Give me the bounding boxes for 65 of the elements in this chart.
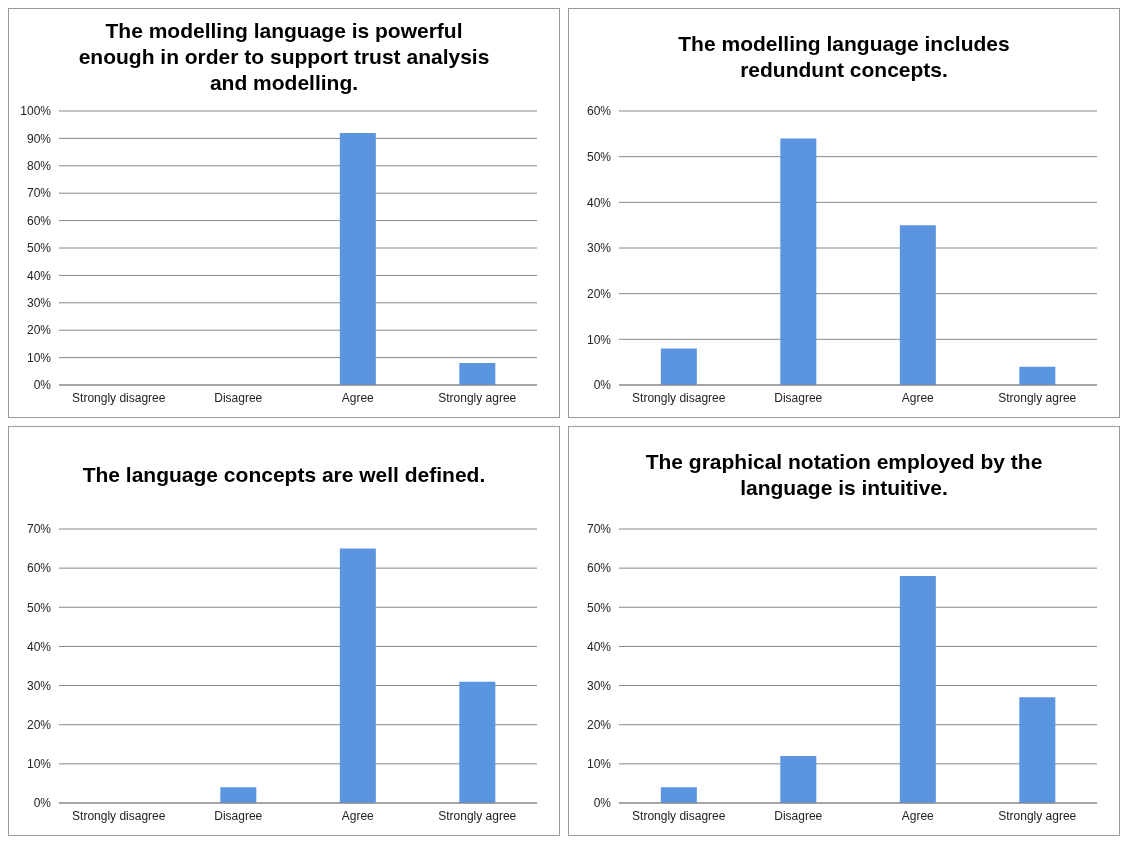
x-tick-label: Agree [341,808,375,823]
x-tick-label: Strongly agree [438,390,517,405]
x-tick-label: Agree [901,390,935,405]
x-tick-label: Strongly agree [438,808,517,823]
x-tick-label: Disagree [214,390,263,405]
bar [459,681,496,803]
bar [780,756,817,803]
y-tick-label: 0% [33,378,52,393]
bar [660,348,697,385]
bar [780,138,817,385]
bar [1019,366,1056,385]
bar [1019,697,1056,803]
y-tick-label: 50% [26,600,52,615]
x-tick-label: Strongly disagree [632,390,726,405]
chart-title: The language concepts are well defined. [81,462,487,488]
y-tick-label: 40% [586,195,612,210]
x-tick-label: Strongly disagree [72,808,166,823]
y-tick-label: 60% [26,561,52,576]
y-tick-label: 20% [586,717,612,732]
bar [899,575,936,803]
chart-title: The modelling language includes redundunt concepts. [677,31,1011,83]
y-tick-label: 50% [586,149,612,164]
y-tick-label: 30% [26,678,52,693]
y-tick-label: 10% [586,332,612,347]
x-tick-label: Agree [901,808,935,823]
y-tick-label: 90% [26,131,52,146]
y-tick-label: 20% [26,717,52,732]
x-tick-label: Agree [341,390,375,405]
y-tick-label: 0% [593,378,612,393]
y-tick-label: 10% [586,757,612,772]
y-tick-label: 60% [586,561,612,576]
x-tick-label: Disagree [774,390,823,405]
y-tick-label: 60% [586,104,612,119]
y-tick-label: 40% [26,268,52,283]
y-tick-label: 40% [26,639,52,654]
y-tick-label: 70% [586,522,612,537]
y-tick-label: 70% [26,522,52,537]
bar [660,787,697,803]
bar [339,548,376,803]
x-tick-label: Disagree [774,808,823,823]
y-tick-label: 10% [26,350,52,365]
y-tick-label: 0% [593,796,612,811]
y-tick-label: 70% [26,186,52,201]
chart-title: The graphical notation employed by the language is intuitive. [644,449,1044,501]
chart-title: The modelling language is powerful enough in order to support trust analysis and modelling. [77,18,491,96]
y-tick-label: 40% [586,639,612,654]
x-tick-label: Strongly disagree [72,390,166,405]
x-tick-label: Disagree [214,808,263,823]
x-tick-label: Strongly agree [998,808,1077,823]
y-tick-label: 80% [26,159,52,174]
y-tick-label: 50% [26,241,52,256]
y-tick-label: 20% [586,286,612,301]
y-tick-label: 20% [26,323,52,338]
y-tick-label: 10% [26,757,52,772]
y-tick-label: 60% [26,213,52,228]
y-tick-label: 30% [586,241,612,256]
y-tick-label: 50% [586,600,612,615]
y-tick-label: 30% [586,678,612,693]
y-tick-label: 100% [20,104,52,119]
x-tick-label: Strongly agree [998,390,1077,405]
y-tick-label: 30% [26,296,52,311]
bar [899,225,936,385]
x-tick-label: Strongly disagree [632,808,726,823]
y-tick-label: 0% [33,796,52,811]
bar [220,787,257,803]
